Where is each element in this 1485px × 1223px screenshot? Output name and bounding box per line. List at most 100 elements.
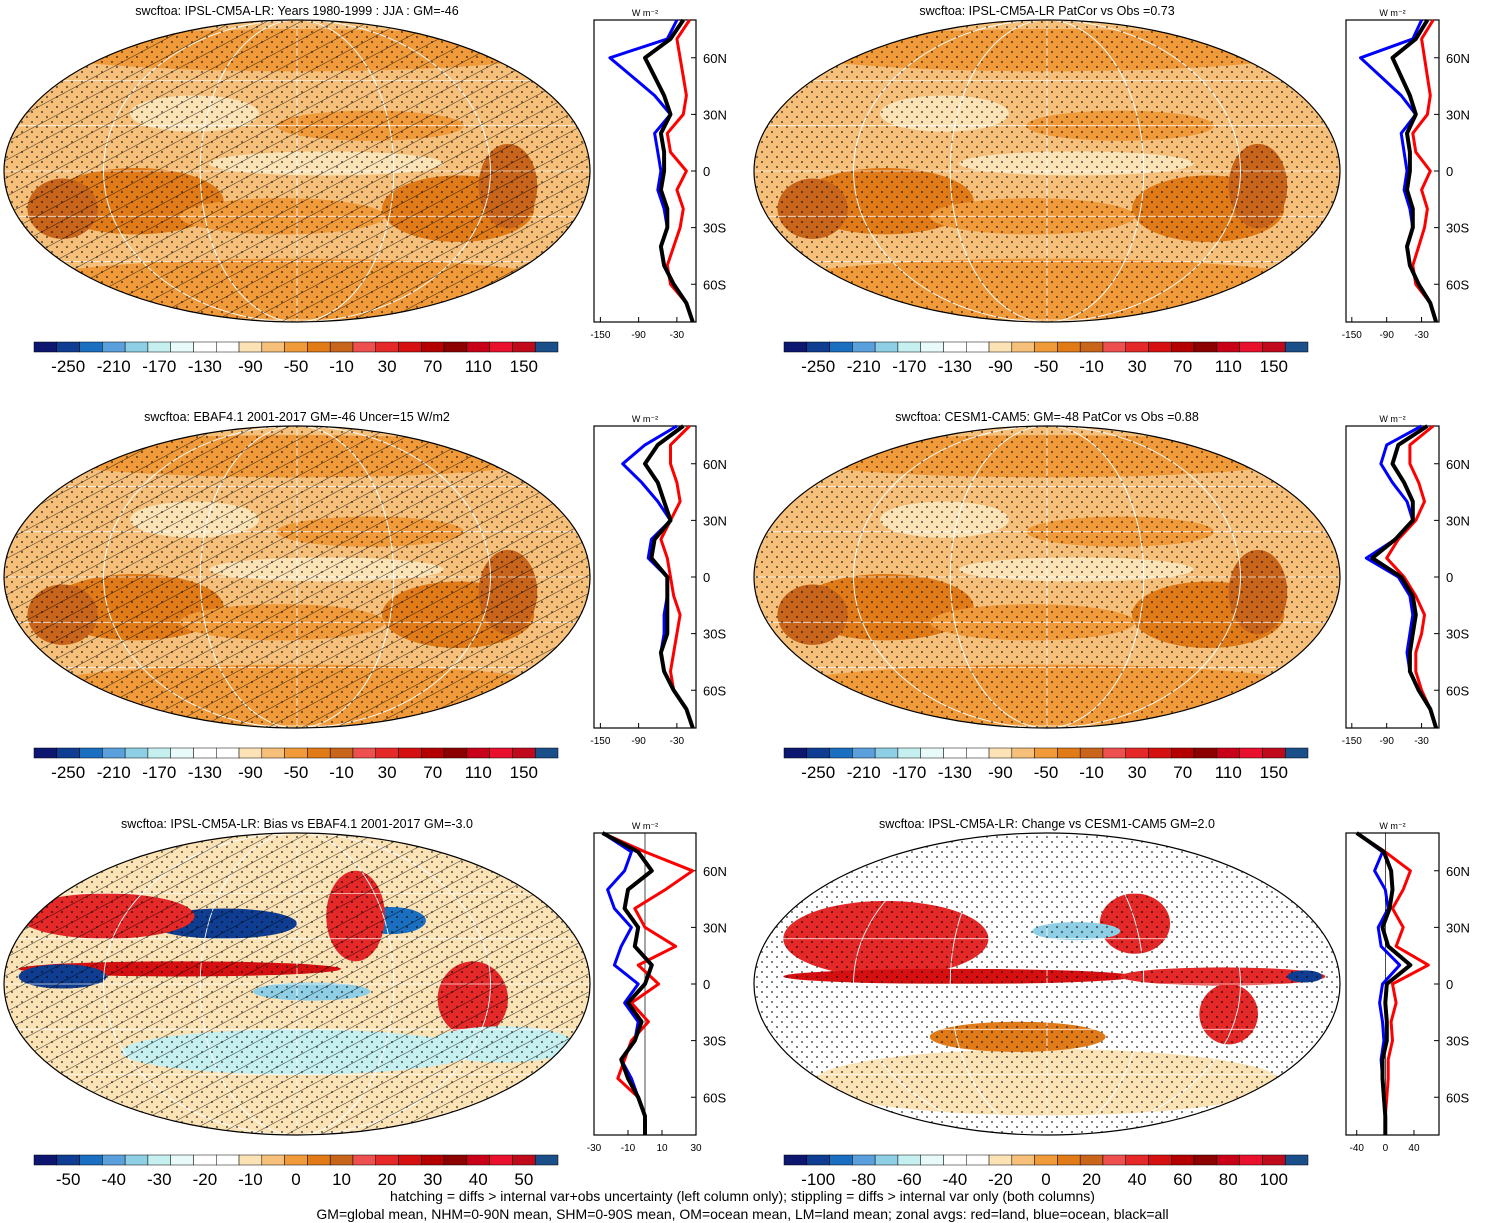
colorbar-swatch	[875, 748, 898, 758]
colorbar-swatch	[171, 1155, 194, 1165]
zonal-x-label: 0	[1383, 1143, 1389, 1154]
colorbar-swatch	[444, 748, 467, 758]
colorbar-swatch	[193, 342, 216, 352]
colorbar-swatch	[285, 1155, 308, 1165]
colorbar-label: 30	[378, 357, 397, 376]
colorbar-swatch	[262, 748, 285, 758]
colorbar-label: -250	[51, 763, 85, 782]
panel-p3: swcftoa: EBAF4.1 2001-2017 GM=-46 Uncer=…	[4, 410, 727, 782]
world-map	[4, 833, 590, 1135]
zonal-x-label: -90	[631, 736, 646, 747]
colorbar-label: -10	[1079, 357, 1104, 376]
world-map	[754, 833, 1340, 1135]
colorbar-label: 110	[1215, 357, 1242, 376]
zonal-x-label: -150	[590, 330, 610, 341]
colorbar-swatch	[512, 1155, 535, 1165]
zonal-line-ocean	[623, 426, 693, 728]
colorbar-label: -130	[938, 763, 972, 782]
colorbar-label: 0	[291, 1170, 300, 1189]
colorbar-swatch	[921, 1155, 944, 1165]
zonal-x-label: -30	[587, 1143, 602, 1154]
zonal-lat-label: 30S	[1446, 627, 1469, 642]
panel-p4: swcftoa: CESM1-CAM5: GM=-48 PatCor vs Ob…	[754, 410, 1470, 782]
colorbar-swatch	[1217, 1155, 1240, 1165]
colorbar-swatch	[125, 342, 148, 352]
zonal-lat-label: 0	[1446, 977, 1453, 992]
colorbar-swatch	[239, 342, 262, 352]
zonal-lat-label: 60N	[1446, 457, 1470, 472]
zonal-lat-label: 60N	[703, 51, 727, 66]
colorbar-label: -50	[1034, 357, 1059, 376]
zonal-x-label: 40	[1408, 1143, 1420, 1154]
colorbar-swatch	[1126, 748, 1149, 758]
colorbar-swatch	[807, 1155, 830, 1165]
colorbar-label: 110	[1215, 763, 1242, 782]
colorbar-swatch	[1012, 1155, 1035, 1165]
zonal-x-label: 30	[690, 1143, 702, 1154]
colorbar-label: -210	[97, 357, 131, 376]
colorbar-swatch	[330, 748, 353, 758]
colorbar-swatch	[239, 1155, 262, 1165]
colorbar-swatch	[57, 342, 80, 352]
zonal-lat-label: 30S	[703, 627, 726, 642]
colorbar-label: -250	[801, 763, 835, 782]
colorbar-label: -100	[801, 1170, 835, 1189]
colorbar-swatch	[1240, 1155, 1263, 1165]
zonal-lat-label: 60S	[703, 277, 726, 292]
colorbar-label: -50	[284, 763, 309, 782]
colorbar-label: -50	[1034, 763, 1059, 782]
colorbar-label: 30	[1128, 357, 1147, 376]
colorbar-swatch	[353, 748, 376, 758]
colorbar-label: 20	[1082, 1170, 1101, 1189]
panel-title: swcftoa: CESM1-CAM5: GM=-48 PatCor vs Ob…	[895, 410, 1199, 424]
colorbar-swatch	[943, 1155, 966, 1165]
colorbar-label: -130	[188, 357, 222, 376]
colorbar-swatch	[921, 342, 944, 352]
colorbar-swatch	[1171, 1155, 1194, 1165]
colorbar-swatch	[966, 748, 989, 758]
colorbar-swatch	[467, 748, 490, 758]
world-map	[754, 426, 1340, 728]
panel-p6: swcftoa: IPSL-CM5A-LR: Change vs CESM1-C…	[754, 817, 1470, 1189]
colorbar-swatch	[1194, 1155, 1217, 1165]
zonal-x-label: -30	[1414, 330, 1429, 341]
colorbar-swatch	[784, 342, 807, 352]
zonal-axis-unit: W m⁻²	[1379, 821, 1405, 831]
hatching-overlay	[4, 833, 590, 1135]
colorbar-swatch	[1262, 342, 1285, 352]
colorbar-swatch	[1194, 342, 1217, 352]
zonal-x-label: -90	[1379, 330, 1394, 341]
zonal-x-label: -40	[1350, 1143, 1365, 1154]
zonal-lat-label: 60S	[1446, 683, 1469, 698]
colorbar-swatch	[444, 342, 467, 352]
colorbar-label: 150	[1260, 763, 1288, 782]
colorbar-label: -250	[801, 357, 835, 376]
colorbar-swatch	[1103, 748, 1126, 758]
zonal-lat-label: 30N	[703, 920, 727, 935]
hatching-overlay	[4, 426, 590, 728]
colorbar-label: -30	[147, 1170, 172, 1189]
zonal-x-label: -10	[621, 1143, 636, 1154]
zonal-lat-label: 30S	[1446, 221, 1469, 236]
zonal-x-label: -30	[670, 330, 685, 341]
colorbar-swatch	[535, 342, 558, 352]
panel-p2: swcftoa: IPSL-CM5A-LR PatCor vs Obs =0.7…	[754, 4, 1470, 376]
colorbar-label: -20	[193, 1170, 218, 1189]
colorbar-label: -210	[97, 763, 131, 782]
colorbar-swatch	[376, 342, 399, 352]
colorbar-swatch	[830, 1155, 853, 1165]
zonal-lat-label: 30S	[703, 221, 726, 236]
colorbar-swatch	[1012, 748, 1035, 758]
colorbar-swatch	[467, 342, 490, 352]
colorbar-swatch	[102, 342, 125, 352]
zonal-x-label: 10	[656, 1143, 668, 1154]
zonal-lat-label: 0	[703, 570, 710, 585]
colorbar-swatch	[989, 748, 1012, 758]
colorbar-label: 30	[423, 1170, 442, 1189]
colorbar-swatch	[1194, 748, 1217, 758]
